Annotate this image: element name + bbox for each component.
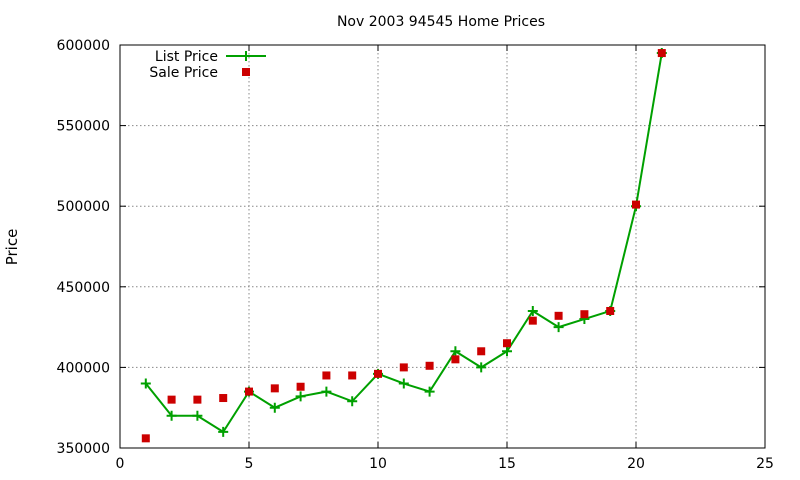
sale-price-point [657, 49, 666, 58]
list-price-point [502, 346, 512, 357]
list-price-point [295, 391, 306, 402]
sale-price-point [477, 347, 486, 356]
sale-price-point [245, 387, 253, 396]
list-price-point [553, 322, 564, 333]
legend-label-list-price: List Price [155, 49, 218, 65]
sale-price-point [348, 371, 357, 380]
sale-price-point [528, 316, 537, 325]
sale-price-point [632, 200, 640, 209]
list-price-point [166, 410, 177, 421]
chart-title: Nov 2003 94545 Home Prices [337, 14, 545, 30]
sale-price-point [322, 371, 331, 380]
x-tick-label: 25 [756, 456, 774, 472]
y-tick-label: 350000 [57, 441, 110, 457]
y-tick-label: 550000 [57, 119, 110, 135]
y-tick-label: 600000 [57, 38, 110, 54]
sale-price-point [374, 369, 382, 378]
plot-area [140, 48, 667, 443]
y-tick-label: 500000 [57, 199, 110, 215]
sale-price-point [399, 363, 408, 372]
list-price-point [398, 378, 409, 389]
y-axis-title: Price [3, 229, 21, 266]
x-tick-label: 20 [627, 456, 645, 472]
list-price-point [347, 396, 358, 407]
list-price-point [269, 402, 280, 413]
list-price-point [424, 386, 435, 397]
sale-price-point [503, 339, 511, 348]
grid-lines [120, 45, 765, 448]
legend-label-sale-price: Sale Price [149, 65, 218, 81]
list-price-point [450, 346, 461, 357]
sale-price-point [219, 394, 228, 403]
list-price-line [145, 52, 663, 434]
sale-price-point [451, 355, 460, 364]
sale-price-point [425, 361, 434, 370]
sale-price-point [606, 306, 615, 315]
sale-price-point [554, 311, 563, 320]
legend-marker-sale-price [242, 68, 250, 76]
sale-price-point [296, 382, 305, 391]
x-tick-label: 10 [369, 456, 387, 472]
x-tick-label: 15 [498, 456, 516, 472]
list-price-point [218, 426, 229, 437]
list-price-point [476, 362, 487, 373]
list-price-point [140, 378, 151, 389]
list-price-point [321, 386, 332, 397]
x-tick-label: 0 [116, 456, 125, 472]
x-tick-label: 5 [245, 456, 254, 472]
plot-border [119, 44, 766, 449]
sale-price-point [193, 395, 202, 404]
sale-price-point [270, 384, 279, 393]
sale-price-point [141, 434, 150, 443]
sale-price-point [580, 310, 589, 319]
y-tick-label: 450000 [57, 280, 110, 296]
list-price-point [527, 305, 538, 316]
list-price-point [192, 410, 203, 421]
sale-price-point [167, 395, 176, 404]
y-tick-label: 400000 [57, 360, 110, 376]
legend-marker-list-price [241, 51, 251, 61]
